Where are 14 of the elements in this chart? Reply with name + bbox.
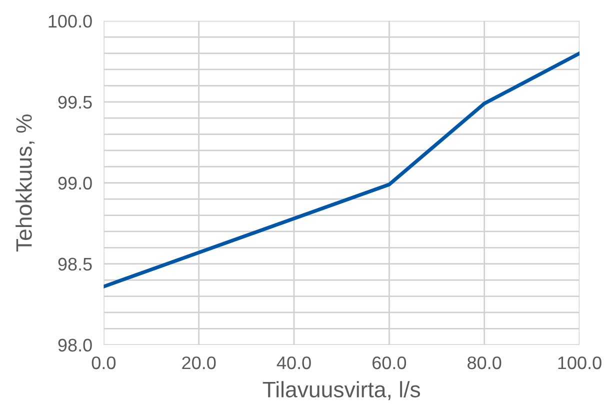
x-axis-title: Tilavuusvirta, l/s [262,381,420,400]
y-tick-label: 99.0 [58,176,92,190]
y-tick-label: 100.0 [48,14,92,28]
x-tick-label: 40.0 [276,356,311,370]
x-tick-label: 80.0 [468,356,502,370]
y-tick-label: 99.5 [58,96,92,109]
x-tick-label: 60.0 [372,356,406,370]
y-axis-title: Tehokkuus, % [16,114,35,252]
x-tick-label: 0.0 [92,356,116,370]
line-series [104,51,580,288]
x-tick-label: 20.0 [182,356,216,370]
y-tick-label: 98.0 [58,338,92,352]
y-tick-label: 98.5 [58,258,92,271]
x-tick-label: 100.0 [558,356,602,370]
